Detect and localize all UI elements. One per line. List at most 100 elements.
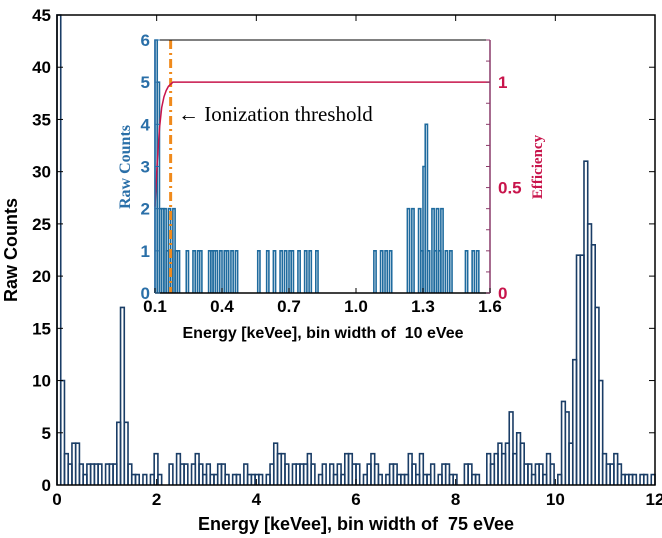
inset-histogram-bar bbox=[218, 250, 223, 293]
inset-histogram-bar bbox=[464, 250, 469, 293]
x-tick-label: 8 bbox=[451, 490, 460, 509]
inset-histogram-bar bbox=[192, 250, 196, 293]
main-histogram-bar bbox=[119, 306, 126, 485]
inset-y-tick-label: 1 bbox=[141, 242, 150, 261]
inset-histogram-bar bbox=[373, 250, 377, 293]
inset-y2-label: Efficiency bbox=[530, 134, 546, 199]
main-histogram-bar bbox=[429, 463, 436, 485]
inset-histogram-bar bbox=[176, 250, 181, 293]
x-tick-label: 0 bbox=[52, 490, 61, 509]
main-histogram-bar bbox=[452, 473, 458, 485]
main-histogram-bar bbox=[284, 463, 290, 485]
inset-histogram-bar bbox=[265, 250, 270, 293]
x-tick-label: 12 bbox=[646, 490, 662, 509]
inset-histogram-bar bbox=[303, 250, 308, 293]
inset-histogram-bar bbox=[230, 250, 234, 293]
threshold-annotation: ← Ionization threshold bbox=[178, 102, 373, 126]
inset-y2-tick-label: 0.5 bbox=[498, 179, 522, 198]
y-tick-label: 20 bbox=[32, 267, 51, 286]
inset-x-tick-label: 0.4 bbox=[210, 297, 234, 316]
main-histogram-bar bbox=[134, 473, 141, 485]
inset-histogram-bar bbox=[424, 123, 429, 293]
y-tick-label: 10 bbox=[32, 372, 51, 391]
inset-histogram-bar bbox=[308, 250, 313, 293]
main-histogram-bar bbox=[321, 463, 327, 485]
main-histogram-bar bbox=[153, 452, 159, 485]
inset-histogram-bar bbox=[256, 250, 261, 293]
main-histogram-bar bbox=[598, 379, 604, 485]
main-histogram-bar bbox=[224, 473, 230, 485]
inset-x-tick-label: 0.7 bbox=[277, 297, 301, 316]
main-x-label: Energy [keVee], bin width of 75 eVee bbox=[198, 514, 514, 534]
inset-histogram-bar bbox=[440, 207, 444, 293]
inset-histogram-bar bbox=[234, 250, 239, 293]
inset-y-tick-label: 5 bbox=[141, 73, 150, 92]
inset-histogram-bar bbox=[283, 250, 288, 293]
x-tick-label: 4 bbox=[252, 490, 262, 509]
main-histogram-bar bbox=[474, 473, 481, 485]
inset-histogram-bar bbox=[214, 250, 219, 293]
main-histogram-bar bbox=[508, 411, 514, 485]
inset-histogram-bar bbox=[426, 250, 431, 293]
main-histogram-bar bbox=[418, 452, 425, 485]
main-histogram-bar bbox=[123, 421, 129, 485]
inset-y-label: Raw Counts bbox=[117, 125, 134, 209]
inset-x-tick-label: 1.3 bbox=[411, 297, 435, 316]
main-histogram-bar bbox=[549, 463, 555, 485]
efficiency-curve bbox=[154, 81, 490, 207]
inset-histogram-bar bbox=[225, 250, 230, 293]
main-histogram-bar bbox=[142, 473, 148, 485]
main-y-label: Raw Counts bbox=[1, 198, 21, 302]
inset-histogram-bar bbox=[279, 250, 284, 293]
inset-background bbox=[155, 40, 490, 293]
inset-x-tick-label: 0.1 bbox=[143, 297, 167, 316]
y-tick-label: 5 bbox=[42, 424, 51, 443]
inset-histogram-bar bbox=[388, 250, 393, 293]
inset-x-tick-label: 1.0 bbox=[344, 297, 368, 316]
y-tick-label: 25 bbox=[32, 215, 51, 234]
main-histogram-bar bbox=[631, 473, 638, 485]
inset-histogram-bar bbox=[471, 250, 476, 293]
main-histogram-bar bbox=[355, 463, 361, 485]
inset-y-tick-label: 3 bbox=[141, 158, 150, 177]
inset-histogram-bar bbox=[444, 250, 449, 293]
inset-histogram-bar bbox=[449, 250, 453, 293]
y-tick-label: 40 bbox=[32, 58, 51, 77]
y-tick-label: 15 bbox=[32, 319, 51, 338]
main-histogram-bar bbox=[168, 463, 174, 485]
inset-y2-tick-label: 0 bbox=[498, 284, 507, 303]
y-tick-label: 30 bbox=[32, 163, 51, 182]
main-histogram-bar bbox=[183, 463, 189, 485]
y-tick-label: 45 bbox=[32, 6, 51, 25]
inset-y-tick-label: 0 bbox=[141, 284, 150, 303]
x-tick-label: 10 bbox=[546, 490, 565, 509]
inset-histogram-bar bbox=[198, 250, 203, 293]
inset-histogram-bar bbox=[290, 250, 295, 293]
y-tick-label: 0 bbox=[42, 476, 51, 495]
main-histogram-bar bbox=[235, 473, 241, 485]
inset-histogram-bar bbox=[297, 250, 301, 293]
main-histogram-bar bbox=[157, 473, 163, 485]
inset-histogram-bar bbox=[185, 250, 190, 293]
inset-histogram-bar bbox=[384, 250, 389, 293]
inset-y2-tick-label: 1 bbox=[498, 73, 507, 92]
inset-histogram-bar bbox=[411, 207, 415, 293]
inset-histogram-bar bbox=[315, 250, 319, 293]
x-tick-label: 2 bbox=[152, 490, 161, 509]
x-tick-label: 6 bbox=[351, 490, 360, 509]
main-histogram-bar bbox=[258, 473, 264, 485]
inset-y-tick-label: 6 bbox=[141, 31, 150, 50]
inset-y-tick-label: 2 bbox=[141, 200, 150, 219]
main-histogram-bar bbox=[97, 463, 103, 485]
y-tick-label: 35 bbox=[32, 110, 51, 129]
main-histogram-bar bbox=[377, 473, 383, 485]
inset-histogram-bar bbox=[406, 207, 411, 293]
main-histogram-bar bbox=[642, 473, 649, 485]
main-histogram-bar bbox=[310, 463, 316, 485]
inset-histogram-bar bbox=[475, 250, 480, 293]
inset-y-tick-label: 4 bbox=[141, 115, 151, 134]
inset-histogram-bar bbox=[272, 250, 277, 293]
inset-histogram-bar bbox=[379, 250, 384, 293]
